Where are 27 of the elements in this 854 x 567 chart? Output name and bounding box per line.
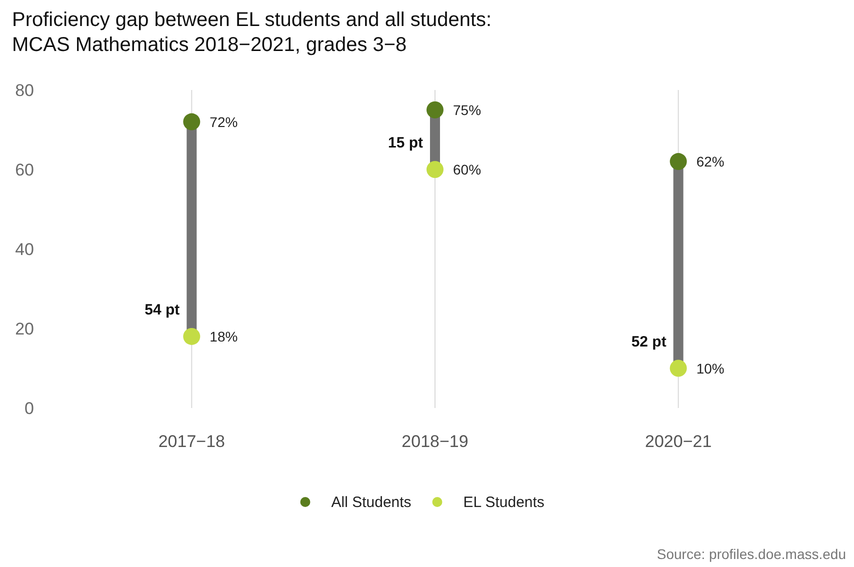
point <box>670 360 687 377</box>
point <box>183 113 200 130</box>
point <box>426 101 444 118</box>
data-label: 75% <box>453 102 482 118</box>
x-tick-label: 2020−21 <box>645 432 712 451</box>
y-tick-label: 0 <box>24 399 34 418</box>
annotation: 54 pt <box>144 301 180 318</box>
source-note: Source: profiles.doe.mass.edu <box>656 546 846 562</box>
chart-title: Proficiency gap between EL students and all students: MCAS Mathematics 2018−2021, grades 3−8 <box>12 9 492 56</box>
legend-label: EL Students <box>463 494 544 511</box>
point <box>670 153 687 170</box>
y-tick-label: 80 <box>15 81 34 100</box>
y-tick-label: 20 <box>15 320 34 338</box>
annotation: 52 pt <box>631 333 666 350</box>
point <box>183 328 200 345</box>
data-label: 62% <box>696 154 724 170</box>
x-tick-label: 2018−19 <box>402 432 468 451</box>
data-label: 18% <box>210 328 238 344</box>
point <box>426 161 444 178</box>
data-label: 72% <box>210 114 238 130</box>
y-tick-label: 60 <box>15 160 34 180</box>
data-label: 10% <box>696 360 724 376</box>
y-tick-label: 40 <box>15 240 34 259</box>
data-label: 60% <box>453 162 482 178</box>
annotation: 15 pt <box>388 134 423 152</box>
x-tick-label: 2017−18 <box>158 432 225 451</box>
legend-label: All Students <box>331 494 412 511</box>
